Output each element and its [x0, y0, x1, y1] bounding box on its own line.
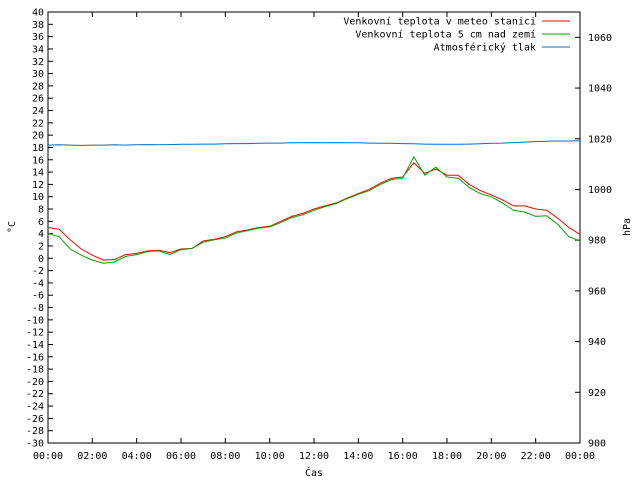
y-tick-label: -8	[32, 303, 44, 314]
y2-tick-label: 980	[588, 236, 606, 247]
y-tick-label: -6	[32, 291, 44, 302]
y-tick-label: 4	[38, 229, 44, 240]
y-tick-label: 16	[32, 155, 44, 166]
y-tick-label: 14	[32, 168, 44, 179]
y2-tick-label: 1040	[588, 84, 612, 95]
x-tick-label: 14:00	[343, 451, 373, 462]
x-tick-label: 22:00	[521, 451, 551, 462]
series-line-2	[47, 140, 581, 146]
y-tick-label: 36	[32, 32, 44, 43]
y-tick-label: -4	[32, 278, 44, 289]
y-tick-label: 0	[38, 254, 44, 265]
y2-tick-label: 1060	[588, 33, 612, 44]
y2-tick-label: 1020	[588, 134, 612, 145]
y2-axis-label: hPa	[622, 218, 633, 236]
y2-tick-label: 1000	[588, 185, 612, 196]
y-tick-label: 40	[32, 8, 44, 19]
y-tick-label: 30	[32, 69, 44, 80]
y-tick-label: 34	[32, 44, 44, 55]
y-tick-label: -18	[26, 365, 44, 376]
y-tick-label: 2	[38, 241, 44, 252]
x-tick-label: 10:00	[255, 451, 285, 462]
plot-frame	[47, 11, 581, 444]
x-tick-label: 12:00	[299, 451, 329, 462]
y-tick-label: 24	[32, 106, 44, 117]
y2-tick-label: 920	[588, 388, 606, 399]
x-tick-label: 00:00	[33, 451, 63, 462]
y-tick-label: -12	[26, 328, 44, 339]
y-tick-label: 20	[32, 131, 44, 142]
y-tick-label: -10	[26, 315, 44, 326]
y-tick-label: -28	[26, 426, 44, 437]
y-tick-label: 10	[32, 192, 44, 203]
x-tick-label: 04:00	[122, 451, 152, 462]
y-tick-label: 38	[32, 20, 44, 31]
y-tick-label: -2	[32, 266, 44, 277]
y2-tick-label: 900	[588, 439, 606, 450]
y-tick-label: 22	[32, 118, 44, 129]
y-tick-label: 18	[32, 143, 44, 154]
series-line-0	[47, 162, 581, 261]
y-tick-label: 8	[38, 205, 44, 216]
y-tick-label: -30	[26, 439, 44, 450]
y2-tick-label: 940	[588, 337, 606, 348]
x-tick-label: 16:00	[388, 451, 418, 462]
x-axis-label: Čas	[305, 466, 323, 479]
x-tick-label: 00:00	[565, 451, 595, 462]
y-tick-label: 28	[32, 81, 44, 92]
x-tick-label: 20:00	[476, 451, 506, 462]
series-line-1	[47, 155, 581, 264]
x-tick-label: 18:00	[432, 451, 462, 462]
y-tick-label: -24	[26, 402, 44, 413]
y-tick-label: 32	[32, 57, 44, 68]
y-tick-label: -26	[26, 414, 44, 425]
legend-label: Venkovní teplota v meteo stanici	[343, 16, 536, 28]
legend-label: Venkovní teplota 5 cm nad zemí	[355, 29, 536, 41]
y-tick-label: -16	[26, 352, 44, 363]
y-tick-label: 26	[32, 94, 44, 105]
y-tick-label: -22	[26, 389, 44, 400]
legend: Venkovní teplota v meteo staniciVenkovní…	[343, 16, 570, 54]
x-tick-label: 02:00	[77, 451, 107, 462]
y-tick-label: -20	[26, 377, 44, 388]
axis-ticks: -30-28-26-24-22-20-18-16-14-12-10-8-6-4-…	[26, 8, 612, 463]
series-lines	[47, 140, 581, 264]
legend-label: Atmosférický tlak	[434, 42, 536, 54]
x-tick-label: 06:00	[166, 451, 196, 462]
x-tick-label: 08:00	[210, 451, 240, 462]
y-tick-label: 12	[32, 180, 44, 191]
y-axis-label: °C	[7, 221, 18, 233]
y2-tick-label: 960	[588, 286, 606, 297]
y-tick-label: 6	[38, 217, 44, 228]
y-tick-label: -14	[26, 340, 44, 351]
